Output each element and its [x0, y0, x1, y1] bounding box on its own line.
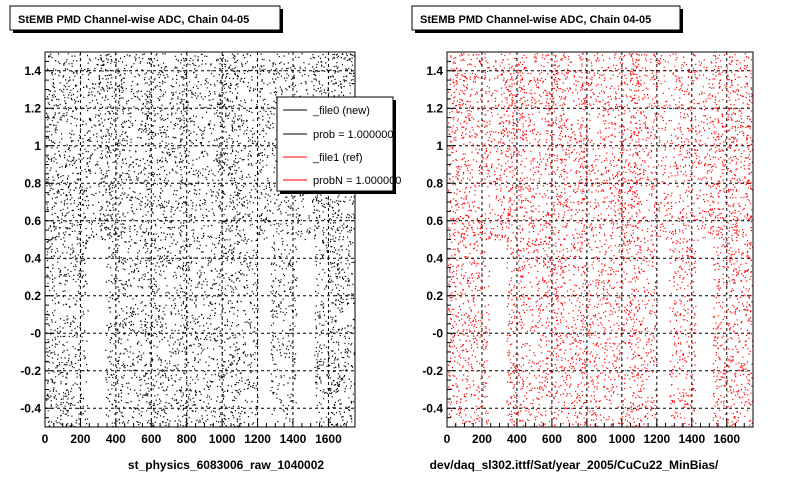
right-y-tick-label: -0.2 — [422, 364, 443, 378]
right-y-tick-label: 1.2 — [426, 101, 443, 115]
right-y-tick-label: 1 — [436, 139, 443, 153]
right-y-tick-label: 0.6 — [426, 214, 443, 228]
left-title-box: StEMB PMD Channel-wise ADC, Chain 04-05 — [9, 5, 283, 33]
right-axis-ticks — [446, 51, 754, 428]
right-plot: 0 200 400 600 800 1000 1200 1400 1600 -0.4 -0.2 -0 0… — [422, 51, 754, 446]
right-y-tick-label: -0 — [432, 326, 443, 340]
right-y-tick-label: 1.4 — [426, 64, 443, 78]
legend-entry-probn: probN = 1.000000 — [283, 175, 401, 187]
legend-label-probn: probN = 1.000000 — [313, 175, 401, 187]
left-x-tick-label: 1000 — [209, 432, 236, 446]
left-scatter-points — [46, 53, 356, 428]
right-x-tick-label: 1200 — [643, 432, 670, 446]
legend-box: _file0 (new) prob = 1.000000 _file1 (ref… — [276, 96, 401, 194]
right-x-tick-label: 1000 — [609, 432, 636, 446]
left-y-tick-label: 0.6 — [24, 214, 41, 228]
legend-label-file1: _file1 (ref) — [312, 152, 363, 164]
left-chart-title: StEMB PMD Channel-wise ADC, Chain 04-05 — [18, 14, 249, 26]
right-y-tick-label: 0.4 — [426, 251, 443, 265]
right-x-tick-label: 800 — [577, 432, 597, 446]
right-x-tick-label: 1600 — [713, 432, 740, 446]
legend-entry-prob: prob = 1.000000 — [283, 129, 393, 141]
right-x-tick-label: 1400 — [678, 432, 705, 446]
left-x-tick-label: 1200 — [244, 432, 271, 446]
right-grid — [447, 52, 753, 427]
left-y-tick-label: 0.4 — [24, 251, 41, 265]
left-y-tick-label: 0.8 — [24, 176, 41, 190]
left-y-tick-label: 1.4 — [24, 64, 41, 78]
right-x-tick-label: 200 — [472, 432, 492, 446]
left-x-tick-label: 800 — [177, 432, 197, 446]
left-y-tick-label: -0 — [30, 326, 41, 340]
left-y-tick-label: 1 — [34, 139, 41, 153]
left-x-tick-label: 400 — [106, 432, 126, 446]
right-y-tick-label: 0.8 — [426, 176, 443, 190]
right-chart-title: StEMB PMD Channel-wise ADC, Chain 04-05 — [420, 14, 651, 26]
left-x-tick-label: 1600 — [315, 432, 342, 446]
left-y-tick-label: -0.4 — [20, 401, 41, 415]
right-y-tick-label: -0.4 — [422, 401, 443, 415]
left-y-tick-label: 0.2 — [24, 289, 41, 303]
left-y-tick-label: -0.2 — [20, 364, 41, 378]
left-x-tick-label: 1400 — [280, 432, 307, 446]
right-scatter-points — [448, 53, 754, 428]
legend-entry-file0: _file0 (new) — [283, 105, 370, 117]
left-x-tick-label: 200 — [70, 432, 90, 446]
left-x-tick-label: 0 — [42, 432, 49, 446]
left-x-tick-label: 600 — [141, 432, 161, 446]
right-title-box: StEMB PMD Channel-wise ADC, Chain 04-05 — [411, 5, 683, 33]
left-y-tick-label: 1.2 — [24, 101, 41, 115]
right-x-tick-label: 0 — [444, 432, 451, 446]
legend-label-prob: prob = 1.000000 — [313, 129, 393, 141]
left-axis-ticks — [44, 51, 356, 428]
legend-entry-file1: _file1 (ref) — [283, 152, 363, 164]
right-y-tick-label: 0.2 — [426, 289, 443, 303]
legend-label-file0: _file0 (new) — [312, 105, 370, 117]
right-x-tick-label: 400 — [507, 432, 527, 446]
right-x-tick-label: 600 — [542, 432, 562, 446]
left-x-axis-label: st_physics_6083006_raw_1040002 — [128, 458, 324, 472]
right-x-axis-label: dev/daq_sl302.ittf/Sat/year_2005/CuCu22_… — [430, 458, 719, 472]
